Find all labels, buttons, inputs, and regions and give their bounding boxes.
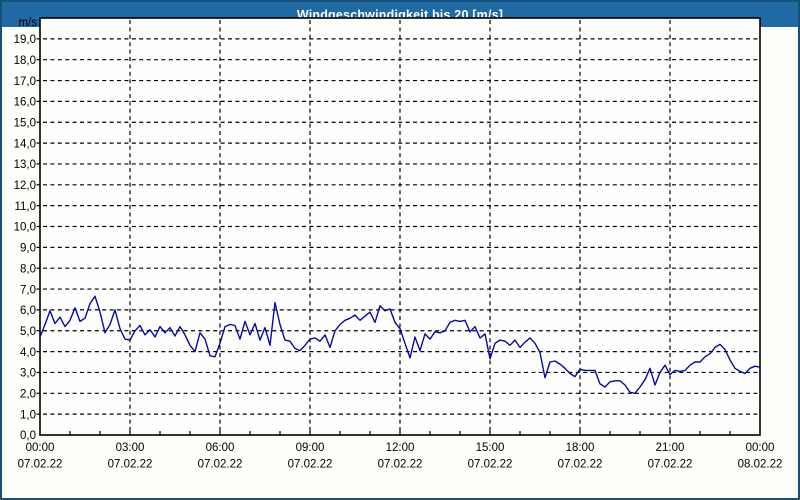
y-tick-label: 6,0 — [20, 305, 36, 317]
y-tick-label: 2,0 — [20, 389, 36, 401]
x-tick-time-label: 03:00 — [116, 442, 145, 454]
x-tick-date-label: 08.02.22 — [738, 459, 783, 471]
x-tick-time-label: 00:00 — [746, 442, 775, 454]
x-tick-date-label: 07.02.22 — [288, 459, 333, 471]
y-tick-label: 19,0 — [14, 34, 36, 46]
x-tick-date-label: 07.02.22 — [468, 459, 513, 471]
y-tick-label: 11,0 — [14, 201, 36, 213]
x-tick-time-label: 18:00 — [566, 442, 595, 454]
y-tick-label: 0,0 — [20, 430, 36, 442]
x-tick-date-label: 07.02.22 — [648, 459, 693, 471]
y-tick-label: 3,0 — [20, 368, 36, 380]
x-tick-time-label: 15:00 — [476, 442, 505, 454]
x-tick-time-label: 21:00 — [656, 442, 685, 454]
x-tick-time-label: 09:00 — [296, 442, 325, 454]
x-tick-date-label: 07.02.22 — [18, 459, 63, 471]
x-tick-time-label: 12:00 — [386, 442, 415, 454]
x-tick-date-label: 07.02.22 — [378, 459, 423, 471]
y-tick-label: 1,0 — [20, 409, 36, 421]
y-tick-label: 4,0 — [20, 347, 36, 359]
y-tick-label: 8,0 — [20, 263, 36, 275]
x-tick-time-label: 06:00 — [206, 442, 235, 454]
y-axis-unit-label: m/s — [18, 17, 37, 29]
y-tick-label: 18,0 — [14, 55, 36, 67]
x-tick-date-label: 07.02.22 — [108, 459, 153, 471]
y-tick-label: 15,0 — [14, 117, 36, 129]
y-tick-label: 9,0 — [20, 243, 36, 255]
y-tick-label: 16,0 — [14, 97, 36, 109]
y-tick-label: 14,0 — [14, 138, 36, 150]
y-tick-label: 13,0 — [14, 159, 36, 171]
y-tick-label: 7,0 — [20, 284, 36, 296]
chart-canvas: 0,0 1,0 2,0 3,0 4,0 5,0 6,0 7,0 8,0 9,0 10,0 11,0 12… — [14, 17, 783, 471]
y-tick-label: 17,0 — [14, 76, 36, 88]
y-tick-label: 10,0 — [14, 222, 36, 234]
wind-speed-line — [39, 295, 761, 394]
y-tick-label: 12,0 — [14, 180, 36, 192]
x-tick-date-label: 07.02.22 — [198, 459, 243, 471]
x-tick-time-label: 00:00 — [26, 442, 55, 454]
x-tick-date-label: 07.02.22 — [558, 459, 603, 471]
y-tick-label: 5,0 — [20, 326, 36, 338]
